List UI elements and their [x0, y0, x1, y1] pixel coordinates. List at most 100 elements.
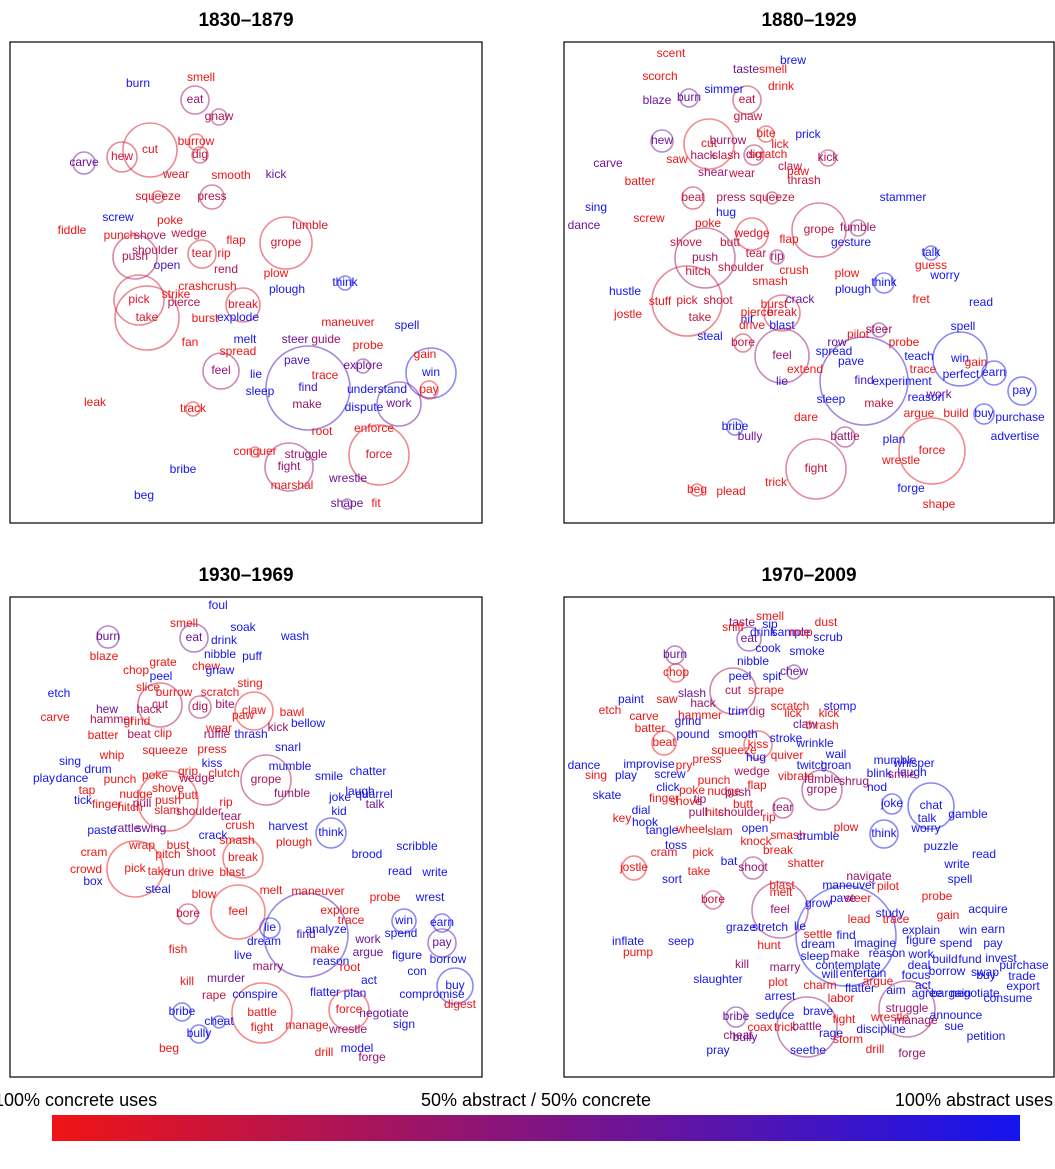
word-label: thrash	[805, 718, 838, 732]
word-label: blast	[769, 878, 795, 892]
word-label: grope	[271, 235, 302, 249]
usage-circle	[240, 754, 292, 806]
word-label: feel	[772, 348, 791, 362]
word-label: dig	[192, 699, 208, 713]
word-label: laugh	[345, 784, 374, 798]
word-label: blow	[192, 887, 217, 901]
word-label: hit	[741, 312, 754, 326]
word-label: poke	[142, 768, 168, 782]
usage-circle	[757, 125, 775, 143]
usage-circle	[869, 819, 899, 849]
word-label: bully	[738, 429, 763, 443]
word-label: cut	[142, 142, 159, 156]
word-label: batter	[88, 728, 119, 742]
word-label: drive	[739, 318, 765, 332]
word-label: smile	[315, 769, 343, 783]
word-label: acquire	[968, 902, 1008, 916]
word-label: compromise	[399, 987, 465, 1001]
word-label: sniff	[722, 620, 744, 634]
word-label: feel	[228, 904, 247, 918]
word-label: smash	[770, 828, 805, 842]
word-label: kill	[180, 974, 194, 988]
word-label: gnaw	[734, 109, 763, 123]
word-label: pave	[838, 354, 864, 368]
word-label: nudge	[707, 784, 741, 798]
word-label: dance	[56, 771, 89, 785]
word-label: stretch	[752, 920, 788, 934]
word-label: scrape	[748, 683, 784, 697]
usage-circle	[185, 401, 201, 417]
word-label: make	[292, 397, 322, 411]
word-label: burn	[663, 647, 687, 661]
word-label: think	[332, 275, 358, 289]
word-label: harvest	[268, 819, 308, 833]
word-label: struggle	[886, 1001, 929, 1015]
word-label: clip	[154, 726, 172, 740]
word-label: spread	[220, 344, 257, 358]
word-label: worry	[910, 821, 940, 835]
usage-circle	[819, 149, 837, 167]
word-label: hitch	[705, 805, 730, 819]
word-label: improvise	[623, 757, 675, 771]
legend-label: 50% abstract / 50% concrete	[421, 1090, 651, 1110]
word-label: soak	[230, 620, 256, 634]
usage-circle	[981, 360, 1007, 386]
word-label: burrow	[710, 133, 747, 147]
word-label: knock	[740, 834, 772, 848]
word-label: burst	[761, 297, 788, 311]
word-label: write	[943, 857, 970, 871]
word-label: nudge	[119, 787, 153, 801]
usage-circle	[179, 623, 209, 653]
usage-circle	[871, 322, 887, 338]
word-label: butt	[733, 797, 754, 811]
usage-circle	[736, 626, 762, 652]
word-label: press	[197, 189, 226, 203]
word-label: bite	[215, 697, 235, 711]
word-label: scratch	[201, 685, 240, 699]
usage-circle	[172, 1002, 192, 1022]
word-label: enforce	[354, 421, 394, 435]
word-label: entertain	[840, 966, 887, 980]
usage-circle	[187, 133, 205, 151]
usage-circle	[725, 1006, 747, 1028]
word-label: joke	[880, 796, 903, 810]
usage-circle	[741, 856, 765, 880]
word-label: cheat	[723, 1028, 753, 1042]
word-label: trace	[338, 913, 365, 927]
usage-circle	[763, 294, 801, 332]
word-label: whip	[99, 748, 125, 762]
word-label: squeeze	[142, 743, 188, 757]
word-label: scrub	[813, 630, 843, 644]
word-label: break	[228, 850, 259, 864]
word-label: feel	[770, 902, 789, 916]
usage-circle	[801, 769, 843, 811]
word-label: rip	[770, 249, 784, 263]
word-label: rape	[202, 988, 226, 1002]
word-label: gain	[937, 908, 960, 922]
word-label: smash	[219, 833, 254, 847]
word-label: forge	[898, 1046, 926, 1060]
word-label: will	[821, 967, 839, 981]
word-label: act	[361, 973, 378, 987]
usage-circle	[427, 928, 457, 958]
word-label: rend	[214, 262, 238, 276]
word-label: take	[689, 310, 712, 324]
panel-frame	[563, 596, 1055, 1078]
word-label: brood	[352, 847, 383, 861]
word-label: butt	[178, 788, 199, 802]
word-label: graze	[726, 920, 756, 934]
word-label: pave	[284, 353, 310, 367]
word-label: manage	[894, 1013, 938, 1027]
word-label: make	[310, 942, 340, 956]
word-label: work	[907, 947, 934, 961]
word-label: slam	[154, 803, 179, 817]
word-label: steal	[145, 882, 170, 896]
word-label: build	[932, 952, 957, 966]
word-label: battle	[830, 429, 860, 443]
word-label: fit	[371, 496, 381, 510]
word-label: sing	[585, 768, 607, 782]
word-label: dream	[247, 934, 281, 948]
word-label: negotiate	[950, 986, 1000, 1000]
usage-circle	[785, 438, 847, 500]
